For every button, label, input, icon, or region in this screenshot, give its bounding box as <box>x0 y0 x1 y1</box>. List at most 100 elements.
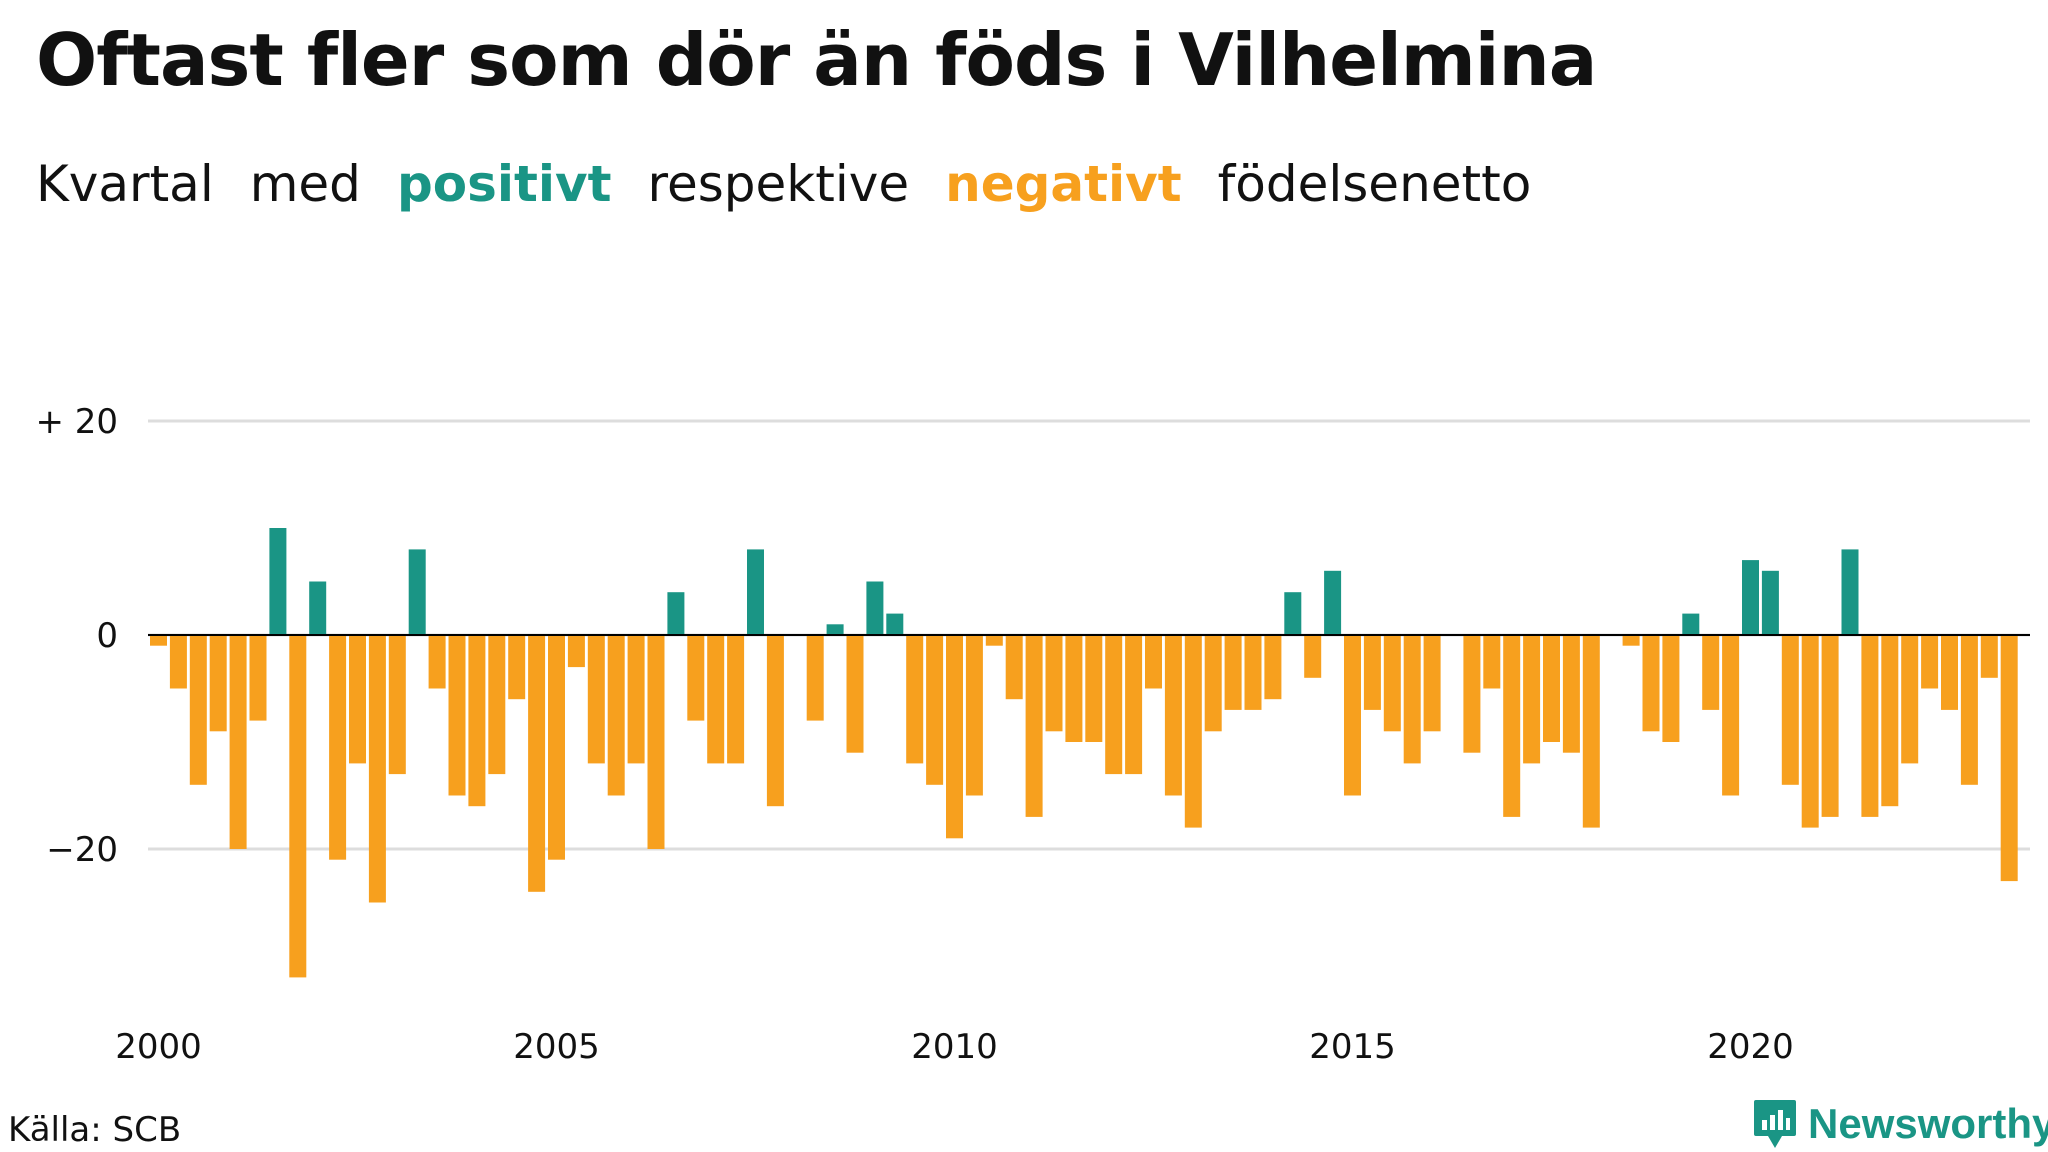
bar-2011-q2 <box>1045 635 1063 732</box>
subtitle-negative-label: negativt <box>945 155 1182 213</box>
chart-subtitle: Kvartal med positivt respektive negativt föde… <box>36 155 1567 213</box>
bar-2014-q4 <box>1324 570 1342 635</box>
bar-2012-q1 <box>1105 635 1123 775</box>
y-tick-label: + 20 <box>35 402 118 442</box>
bar-2014-q2 <box>1284 592 1302 635</box>
bar-2019-q4 <box>1722 635 1740 796</box>
bar-2011-q4 <box>1085 635 1103 742</box>
bar-2019-q2 <box>1682 613 1700 635</box>
bar-2001-q2 <box>249 635 267 721</box>
x-tick-label-2000: 2000 <box>115 1027 202 1067</box>
bar-2010-q1 <box>946 635 963 839</box>
bar-2000-q2 <box>169 635 187 689</box>
bar-2012-q3 <box>1145 635 1162 689</box>
bar-2009-q2 <box>886 613 904 635</box>
bar-2013-q3 <box>1224 635 1242 710</box>
bar-2020-q1 <box>1742 560 1759 635</box>
x-tick-label-2015: 2015 <box>1309 1027 1396 1067</box>
x-axis-tick-labels: 2000 2005 2010 2015 2020 <box>115 1027 1794 1067</box>
bar-2022-q3 <box>1941 635 1958 710</box>
bar-2001-q1 <box>229 635 247 849</box>
bar-2004-q2 <box>488 635 506 775</box>
subtitle-positive-label: positivt <box>396 155 612 213</box>
bar-2009-q4 <box>926 635 944 785</box>
subtitle-word-fodelsenetto: födelsenetto <box>1217 155 1532 213</box>
bar-2007-q2 <box>727 635 745 764</box>
bar-2008-q4 <box>846 635 864 753</box>
bar-2006-q2 <box>647 635 665 849</box>
bar-2002-q2 <box>329 635 347 860</box>
bar-2004-q3 <box>508 635 526 700</box>
bar-2002-q3 <box>349 635 366 764</box>
bar-2022-q4 <box>1960 635 1978 785</box>
bar-2022-q2 <box>1921 635 1939 689</box>
bar-2006-q1 <box>627 635 645 764</box>
bar-2003-q2 <box>408 549 426 635</box>
bar-2019-q1 <box>1662 635 1680 742</box>
bar-2016-q3 <box>1463 635 1481 753</box>
bar-2009-q3 <box>906 635 924 764</box>
bar-2010-q3 <box>985 635 1003 646</box>
bar-2021-q2 <box>1841 549 1859 635</box>
bar-2017-q2 <box>1523 635 1541 764</box>
bar-2016-q1 <box>1423 635 1441 732</box>
subtitle-word-kvartal: Kvartal <box>36 155 214 213</box>
bar-2013-q2 <box>1204 635 1222 732</box>
bar-2007-q1 <box>707 635 725 764</box>
y-tick-label: 0 <box>96 616 118 656</box>
bars <box>148 528 2030 978</box>
bar-2008-q2 <box>806 635 824 721</box>
bar-2002-q4 <box>368 635 386 903</box>
bar-2017-q1 <box>1503 635 1521 817</box>
y-tick-label: −20 <box>46 830 118 870</box>
bar-2000-q4 <box>209 635 227 732</box>
bar-2005-q3 <box>587 635 605 764</box>
bar-2012-q2 <box>1125 635 1143 775</box>
bar-2021-q3 <box>1861 635 1879 817</box>
bar-2015-q2 <box>1363 635 1381 710</box>
bar-2000-q3 <box>189 635 207 785</box>
x-tick-label-2005: 2005 <box>513 1027 600 1067</box>
bar-2021-q4 <box>1881 635 1899 807</box>
bar-2007-q4 <box>766 635 784 807</box>
bar-2010-q4 <box>1005 635 1023 700</box>
bar-2002-q1 <box>309 581 327 635</box>
newsworthy-logo: Newsworthy <box>1752 1098 2048 1150</box>
bar-2005-q2 <box>567 635 585 668</box>
bar-2019-q3 <box>1702 635 1720 710</box>
bar-2017-q3 <box>1543 635 1560 742</box>
bar-2003-q1 <box>388 635 406 775</box>
newsworthy-logo-icon <box>1754 1100 1796 1148</box>
bar-2005-q1 <box>548 635 565 860</box>
bar-2006-q4 <box>687 635 705 721</box>
bar-2021-q1 <box>1821 635 1839 817</box>
bar-2003-q4 <box>448 635 466 796</box>
bar-2000-q1 <box>150 635 167 646</box>
bar-2018-q4 <box>1642 635 1660 732</box>
bar-2001-q3 <box>269 528 287 635</box>
subtitle-word-respektive: respektive <box>647 155 910 213</box>
bar-2006-q3 <box>667 592 685 635</box>
logo-text: Newsworthy <box>1808 1100 2048 1147</box>
bar-2023-q2 <box>2000 635 2018 882</box>
bar-2014-q3 <box>1304 635 1322 678</box>
y-axis-tick-labels: + 20 0 −20 <box>35 402 118 870</box>
bar-2007-q3 <box>747 549 764 635</box>
bar-2023-q1 <box>1980 635 1998 678</box>
bar-2017-q4 <box>1562 635 1580 753</box>
bar-2008-q3 <box>826 624 844 635</box>
bar-2018-q1 <box>1582 635 1600 828</box>
bar-2020-q2 <box>1761 570 1779 635</box>
bar-2015-q4 <box>1403 635 1421 764</box>
x-tick-label-2020: 2020 <box>1707 1027 1794 1067</box>
bar-2012-q4 <box>1164 635 1182 796</box>
bar-2020-q3 <box>1781 635 1799 785</box>
bar-2015-q3 <box>1383 635 1401 732</box>
bar-2015-q1 <box>1344 635 1361 796</box>
bar-2011-q3 <box>1065 635 1083 742</box>
bar-2001-q4 <box>289 635 307 978</box>
bar-2020-q4 <box>1801 635 1819 828</box>
bar-2011-q1 <box>1025 635 1043 817</box>
bar-2018-q3 <box>1622 635 1640 646</box>
